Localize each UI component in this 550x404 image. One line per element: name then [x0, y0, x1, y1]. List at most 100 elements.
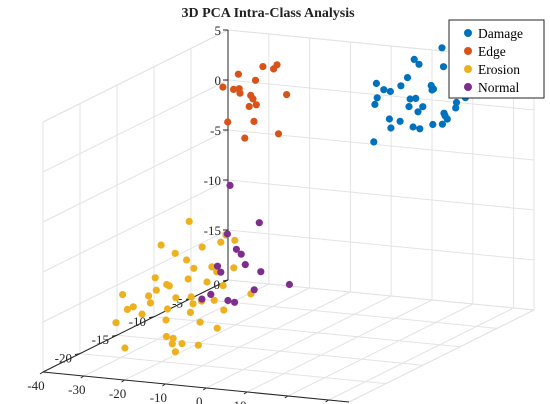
x-tick-mark	[325, 399, 329, 403]
data-point	[249, 95, 257, 103]
data-point	[190, 264, 198, 272]
y-axis-line	[42, 279, 229, 373]
data-point	[241, 261, 249, 269]
y-tick-label: -5	[172, 295, 183, 310]
x-tick-label: 0	[196, 394, 203, 404]
data-point	[438, 120, 446, 128]
data-point	[386, 87, 394, 96]
data-point	[223, 230, 231, 238]
legend-item-edge[interactable]: Edge	[464, 44, 506, 59]
data-point	[257, 268, 265, 276]
data-point	[440, 109, 448, 117]
chart-title: 3D PCA Intra-Class Analysis	[181, 6, 355, 21]
data-point	[273, 61, 281, 69]
data-point	[210, 296, 218, 304]
data-point	[198, 243, 206, 251]
data-point	[410, 55, 418, 64]
data-point	[217, 238, 225, 246]
data-point	[255, 219, 263, 227]
legend-marker	[464, 29, 472, 37]
data-point	[121, 344, 129, 352]
data-point	[194, 341, 202, 349]
legend[interactable]: Damage Edge Erosion Normal	[448, 19, 545, 99]
data-point	[213, 324, 221, 332]
data-point	[419, 103, 427, 111]
data-point	[380, 86, 388, 94]
grid-line	[42, 79, 229, 173]
data-point	[250, 286, 258, 294]
x-axis-line	[42, 371, 350, 403]
data-point	[274, 130, 283, 138]
data-point	[185, 217, 193, 225]
data-point	[452, 98, 461, 106]
data-point	[251, 76, 260, 84]
grid-line	[227, 229, 535, 261]
data-point	[151, 274, 159, 282]
data-point	[208, 263, 216, 271]
grid-line	[124, 287, 310, 381]
legend-marker	[464, 65, 472, 73]
legend-item-normal[interactable]: Normal	[464, 80, 519, 95]
series-erosion	[112, 217, 255, 356]
data-point	[252, 101, 260, 109]
y-tick-label: 0	[214, 277, 221, 292]
data-point	[162, 316, 170, 324]
grid-line	[246, 299, 433, 393]
data-point	[186, 308, 194, 316]
y-tick-label: -15	[92, 332, 109, 347]
data-point	[230, 264, 238, 272]
grid-line	[328, 307, 514, 401]
data-point	[189, 300, 197, 308]
data-point	[412, 94, 420, 102]
y-tick-mark	[148, 316, 155, 319]
data-point	[245, 102, 253, 111]
grid-line	[227, 79, 535, 111]
data-point	[230, 85, 238, 93]
data-point	[409, 123, 417, 131]
data-point	[427, 81, 435, 90]
data-point	[196, 318, 204, 326]
grid-line	[42, 129, 229, 223]
grid-line	[42, 179, 229, 273]
data-point	[172, 294, 180, 302]
data-point	[397, 82, 405, 90]
grid-line	[42, 29, 229, 123]
grid-line	[227, 129, 535, 161]
points-layer	[112, 35, 472, 356]
data-point	[371, 100, 379, 108]
grid-line	[205, 295, 392, 389]
data-point	[219, 282, 227, 290]
ticks-layer: -40-30-20-1001020300-5-10-15-2050-5-10-1…	[27, 23, 329, 404]
grid-line	[153, 316, 461, 348]
data-point	[231, 236, 239, 244]
data-point	[452, 104, 460, 112]
data-point	[370, 138, 378, 146]
grid-line	[165, 291, 351, 385]
y-tick-mark	[222, 279, 229, 282]
data-point	[178, 340, 186, 348]
data-point	[415, 60, 423, 68]
x-tick-label: -20	[109, 386, 126, 401]
data-point	[168, 340, 176, 348]
grid-line	[287, 303, 474, 397]
legend-item-damage[interactable]: Damage	[464, 26, 523, 41]
data-point	[250, 117, 258, 125]
data-point	[157, 241, 165, 249]
data-point	[145, 292, 153, 300]
y-tick-label: -20	[55, 351, 72, 366]
legend-label: Edge	[478, 44, 506, 59]
data-point	[119, 291, 127, 299]
grid-line	[227, 279, 535, 311]
z-tick-label: -15	[204, 223, 221, 238]
data-point	[234, 70, 242, 78]
data-point	[372, 79, 380, 87]
legend-items: Damage Edge Erosion Normal	[464, 26, 523, 95]
data-point	[414, 108, 422, 116]
x-tick-mark	[243, 391, 248, 395]
data-point	[224, 118, 232, 126]
legend-item-erosion[interactable]: Erosion	[464, 62, 520, 77]
data-point	[416, 125, 424, 133]
series-edge	[219, 61, 291, 142]
z-tick-label: 5	[215, 23, 222, 38]
